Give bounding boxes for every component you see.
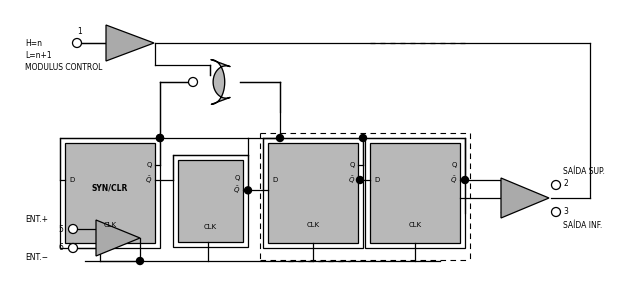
Text: D: D [272, 177, 278, 183]
Text: 1: 1 [78, 27, 82, 37]
Circle shape [276, 134, 284, 141]
Text: $\bar{Q}$: $\bar{Q}$ [348, 174, 356, 186]
Text: 6: 6 [58, 243, 63, 253]
Text: +: + [97, 226, 103, 234]
Text: D: D [374, 177, 379, 183]
Text: SAÍDA INF.: SAÍDA INF. [563, 221, 602, 230]
Bar [263, 138, 363, 248]
Text: $\bar{Q}$: $\bar{Q}$ [233, 185, 241, 196]
Text: H=n: H=n [25, 39, 42, 48]
Text: SAÍDA SUP.: SAÍDA SUP. [563, 168, 605, 177]
Text: Q: Q [451, 162, 457, 168]
Circle shape [551, 181, 561, 190]
Circle shape [551, 207, 561, 217]
Text: L=n+1: L=n+1 [25, 50, 52, 60]
Text: −: − [97, 243, 103, 253]
Circle shape [356, 177, 364, 183]
Circle shape [72, 39, 81, 48]
Circle shape [69, 225, 78, 234]
Polygon shape [96, 220, 140, 256]
Text: CLK: CLK [104, 222, 116, 228]
Circle shape [136, 257, 144, 264]
Text: CLK: CLK [204, 224, 217, 230]
Bar [60, 138, 160, 248]
Circle shape [156, 134, 164, 141]
Text: 3: 3 [563, 207, 568, 217]
Text: CLK: CLK [306, 222, 319, 228]
Circle shape [461, 177, 469, 183]
Circle shape [359, 134, 366, 141]
Bar [178, 160, 243, 242]
Polygon shape [501, 178, 549, 218]
Text: $\bar{Q}$: $\bar{Q}$ [146, 174, 152, 186]
Text: MODULUS CONTROL: MODULUS CONTROL [25, 63, 102, 73]
Polygon shape [106, 25, 154, 61]
Text: Q: Q [146, 162, 152, 168]
Text: 5: 5 [58, 225, 63, 234]
Circle shape [244, 187, 251, 194]
Bar [365, 138, 465, 248]
Text: 2: 2 [563, 179, 568, 187]
Text: CLK: CLK [409, 222, 421, 228]
Text: Q: Q [234, 175, 240, 181]
Text: Q: Q [349, 162, 355, 168]
Text: $\bar{Q}$: $\bar{Q}$ [451, 174, 458, 186]
Bar [268, 143, 358, 243]
Circle shape [189, 77, 198, 86]
Polygon shape [211, 60, 230, 104]
Text: D: D [69, 177, 74, 183]
Text: ENT.−: ENT.− [25, 253, 48, 262]
Bar [370, 143, 460, 243]
Circle shape [69, 243, 78, 253]
Text: SYN/CLR: SYN/CLR [92, 183, 128, 192]
Text: ENT.+: ENT.+ [25, 215, 48, 225]
Circle shape [156, 134, 164, 141]
Bar [173, 155, 248, 247]
Bar [65, 143, 155, 243]
